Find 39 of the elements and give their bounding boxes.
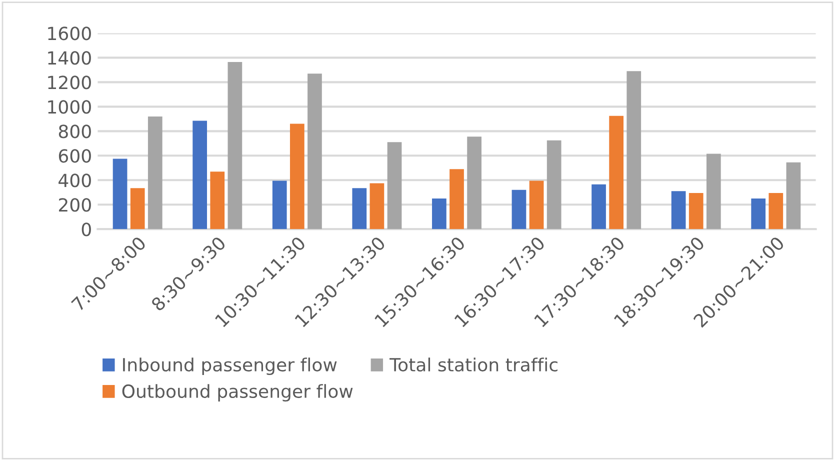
bar bbox=[467, 136, 482, 230]
bar bbox=[308, 74, 322, 230]
bar bbox=[688, 192, 704, 230]
y-tick-label: 1600 bbox=[48, 26, 91, 40]
bar bbox=[387, 142, 402, 230]
bar bbox=[751, 198, 766, 230]
y-tick-label: 400 bbox=[58, 174, 91, 188]
bar bbox=[706, 154, 721, 230]
y-tick-label: 1000 bbox=[48, 100, 91, 114]
bar bbox=[192, 120, 208, 230]
bar bbox=[768, 192, 784, 230]
legend-label: Total station traffic bbox=[390, 358, 558, 372]
bar bbox=[626, 71, 642, 230]
bar bbox=[210, 172, 225, 230]
bar bbox=[592, 184, 606, 230]
bar bbox=[529, 180, 544, 230]
y-tick-label: 1200 bbox=[48, 76, 91, 90]
bar bbox=[352, 188, 367, 230]
y-tick-label: 800 bbox=[58, 124, 91, 138]
bar bbox=[148, 116, 162, 230]
bar bbox=[272, 180, 287, 230]
bar bbox=[450, 169, 464, 230]
bar bbox=[512, 190, 526, 230]
y-tick-label: 0 bbox=[82, 222, 91, 236]
bar bbox=[609, 116, 624, 230]
bar bbox=[671, 191, 686, 230]
y-tick-label: 200 bbox=[59, 198, 91, 212]
bar bbox=[290, 124, 304, 230]
legend-label: Inbound passenger flow bbox=[123, 358, 337, 376]
bar bbox=[370, 183, 384, 230]
bar bbox=[112, 158, 128, 230]
y-tick-label: 600 bbox=[58, 149, 91, 163]
bar bbox=[786, 162, 801, 230]
legend-label: Outbound passenger flow bbox=[122, 384, 353, 402]
bar bbox=[432, 198, 446, 230]
bar bbox=[130, 188, 145, 230]
bar bbox=[228, 62, 242, 230]
bar bbox=[546, 140, 562, 230]
y-tick-label: 1400 bbox=[48, 51, 91, 65]
